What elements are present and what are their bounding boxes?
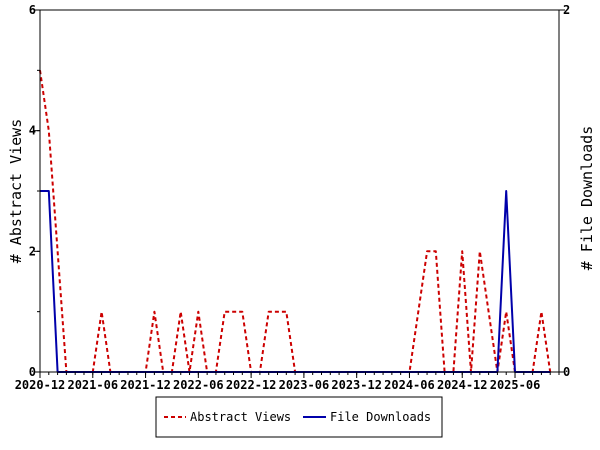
legend-label-abstract-views: Abstract Views <box>190 410 291 424</box>
y-axis-left-title: # Abstract Views <box>7 119 25 264</box>
y-right-tick-label: 0 <box>563 365 570 379</box>
y-axis-right: 02 <box>559 3 570 379</box>
legend: Abstract Views File Downloads <box>155 396 443 438</box>
x-axis: 2020-12 2021-06 2021-12 2022-06 2022-12 2023-… <box>15 372 560 392</box>
y-axis-right-title: # File Downloads <box>578 126 596 271</box>
y-right-tick-label: 2 <box>563 3 570 17</box>
x-tick-label: 2024-06 <box>384 378 435 392</box>
x-tick-label: 2021-06 <box>67 378 118 392</box>
x-tick-label: 2025-06 <box>490 378 541 392</box>
legend-label-file-downloads: File Downloads <box>330 410 431 424</box>
x-tick-label: 2021-12 <box>120 378 171 392</box>
x-tick-label: 2023-06 <box>279 378 330 392</box>
x-tick-label: 2024-12 <box>437 378 488 392</box>
x-tick-label: 2023-12 <box>331 378 382 392</box>
y-left-tick-label: 2 <box>29 244 36 258</box>
y-axis-left: 0 2 4 6 <box>29 3 40 379</box>
x-tick-label: 2022-12 <box>226 378 277 392</box>
y-left-tick-label: 4 <box>29 124 36 138</box>
x-tick-label: 2020-12 <box>15 378 66 392</box>
legend-box <box>155 396 443 438</box>
x-tick-label: 2022-06 <box>173 378 224 392</box>
y-left-tick-label: 0 <box>29 365 36 379</box>
y-left-tick-label: 6 <box>29 3 36 17</box>
